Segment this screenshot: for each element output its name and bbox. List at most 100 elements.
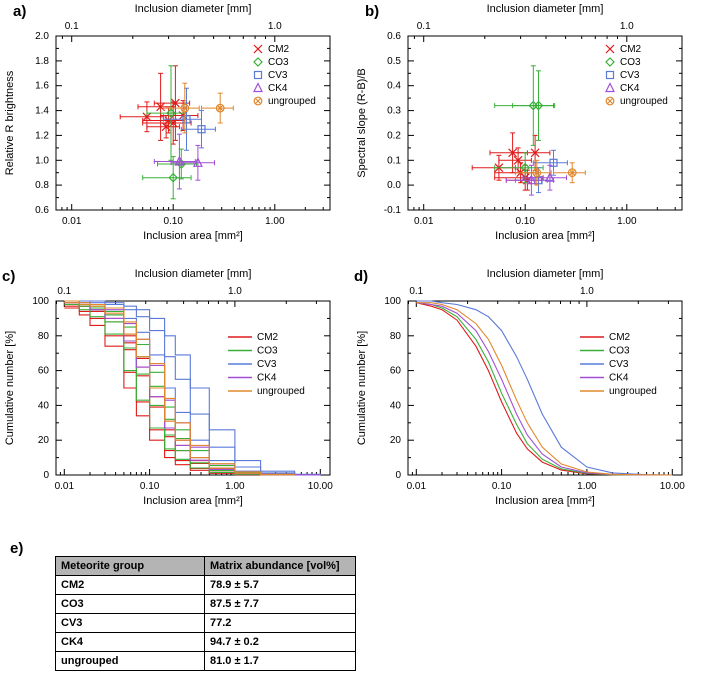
cell-group: CV3 xyxy=(55,613,205,633)
y-tick-label: 1.8 xyxy=(35,56,49,67)
panel-label-c: c) xyxy=(2,268,16,285)
table-row: ungrouped 81.0 ± 1.7 xyxy=(55,651,356,671)
series-ungrouped xyxy=(162,82,234,134)
top-tick-label: 0.1 xyxy=(417,21,431,32)
x-tick-label: 1.00 xyxy=(577,481,597,492)
legend-label: CV3 xyxy=(257,359,277,370)
x-axis-title: Inclusion area [mm²] xyxy=(495,230,595,242)
y-axis-title: Spectral slope (R-B)/B xyxy=(356,68,368,177)
legend-label: CV3 xyxy=(609,359,629,370)
y-tick-label: 80 xyxy=(390,331,402,342)
y-tick-label: 1.4 xyxy=(35,106,49,117)
series-CV3 xyxy=(514,149,568,194)
y-tick-label: 0.3 xyxy=(387,106,401,117)
cell-abundance: 77.2 xyxy=(204,613,356,633)
x-tick-label: 1.00 xyxy=(225,481,245,492)
top-tick-label: 0.1 xyxy=(65,21,79,32)
plot-frame xyxy=(407,35,683,211)
plot-frame xyxy=(55,35,331,211)
series-CK4 xyxy=(153,133,215,190)
series-CO3 xyxy=(494,65,556,184)
panel-d-cumulative-plot: 0.01 0.10 1.00 10.00 0.1 1.0 Inclusion diamete… xyxy=(356,268,685,507)
x-tick-label: 10.00 xyxy=(660,481,685,492)
x-tick-label: 1.00 xyxy=(265,216,285,227)
panel-label-a: a) xyxy=(13,3,27,20)
cell-group: CO3 xyxy=(55,594,205,614)
legend-label: CM2 xyxy=(609,332,631,343)
series-CK4 xyxy=(505,164,567,196)
top-tick-label: 0.1 xyxy=(409,286,423,297)
top-axis-title: Inclusion diameter [mm] xyxy=(135,268,252,280)
legend-label: CK4 xyxy=(268,83,288,94)
y-tick-label: 20 xyxy=(38,435,50,446)
x-axis-title: Inclusion area [mm²] xyxy=(143,230,243,242)
matrix-abundance-table: Meteorite group Matrix abundance [vol%] … xyxy=(55,556,356,671)
panel-label-e: e) xyxy=(10,540,24,557)
y-tick-label: 0.2 xyxy=(387,130,401,141)
legend-label: CK4 xyxy=(609,373,629,384)
y-tick-label: 0.0 xyxy=(387,180,401,191)
table-header-abundance: Matrix abundance [vol%] xyxy=(204,556,356,576)
legend-label: CV3 xyxy=(620,70,640,81)
y-tick-label: 40 xyxy=(390,400,402,411)
cell-group: ungrouped xyxy=(55,651,205,671)
panel-a-scatter-plot: 0.01 0.10 1.00 0.1 1.0 Inclusion diameter [mm… xyxy=(4,3,331,242)
panel-label-d: d) xyxy=(354,268,369,285)
legend-label: CK4 xyxy=(620,83,640,94)
y-tick-label: 0 xyxy=(43,470,49,481)
top-tick-label: 0.1 xyxy=(57,286,71,297)
x-axis-title: Inclusion area [mm²] xyxy=(495,495,595,507)
legend-label: ungrouped xyxy=(268,96,316,107)
legend-label: ungrouped xyxy=(620,96,668,107)
y-tick-label: 0.4 xyxy=(387,81,401,92)
x-tick-label: 0.01 xyxy=(62,216,82,227)
x-tick-label: 10.00 xyxy=(308,481,333,492)
y-tick-label: 1.0 xyxy=(35,155,49,166)
x-tick-label: 0.01 xyxy=(414,216,434,227)
legend: CM2 CO3 CV3 CK4 ungrouped xyxy=(228,332,305,397)
cell-abundance: 87.5 ± 7.7 xyxy=(204,594,356,614)
panel-label-b: b) xyxy=(365,3,380,20)
cell-group: CM2 xyxy=(55,575,205,595)
cell-abundance: 81.0 ± 1.7 xyxy=(204,651,356,671)
y-tick-label: 2.0 xyxy=(35,31,49,42)
curve-CO3 xyxy=(416,302,647,476)
cell-abundance: 94.7 ± 0.2 xyxy=(204,632,356,652)
curve-CK4 xyxy=(416,302,647,476)
series-ungrouped xyxy=(514,159,586,186)
legend-label: CO3 xyxy=(620,57,641,68)
curve-CV3 xyxy=(64,300,321,475)
curve-CO3 xyxy=(64,303,262,475)
y-axis-title: Cumulative number [%] xyxy=(356,331,368,445)
y-tick-label: 20 xyxy=(390,435,402,446)
legend-label: CM2 xyxy=(268,44,290,55)
top-tick-label: 1.0 xyxy=(228,286,242,297)
top-axis-title: Inclusion diameter [mm] xyxy=(487,268,604,280)
legend-label: CO3 xyxy=(609,346,630,357)
legend-label: ungrouped xyxy=(257,386,305,397)
x-tick-label: 0.01 xyxy=(407,481,427,492)
y-tick-label: -0.1 xyxy=(384,205,402,216)
y-tick-label: 100 xyxy=(384,296,401,307)
top-tick-label: 1.0 xyxy=(268,21,282,32)
top-axis-title: Inclusion diameter [mm] xyxy=(135,3,252,15)
x-tick-label: 0.10 xyxy=(140,481,160,492)
curve-CV3 xyxy=(416,300,673,476)
top-axis-title: Inclusion diameter [mm] xyxy=(487,3,604,15)
table-header-group: Meteorite group xyxy=(55,556,205,576)
legend-label: CM2 xyxy=(620,44,642,55)
curve-ungrouped xyxy=(416,302,673,476)
y-tick-label: 0.6 xyxy=(387,31,401,42)
y-tick-label: 80 xyxy=(38,331,50,342)
y-tick-label: 0.1 xyxy=(387,155,401,166)
y-tick-label: 0 xyxy=(395,470,401,481)
legend-label: CV3 xyxy=(268,70,288,81)
table-row: CM2 78.9 ± 5.7 xyxy=(55,575,356,595)
y-tick-label: 0.8 xyxy=(35,180,49,191)
x-tick-label: 0.01 xyxy=(55,481,75,492)
table-row: CO3 87.5 ± 7.7 xyxy=(55,594,356,614)
legend-label: ungrouped xyxy=(609,386,657,397)
curve-CM2 xyxy=(64,307,262,476)
legend-label: CK4 xyxy=(257,373,277,384)
